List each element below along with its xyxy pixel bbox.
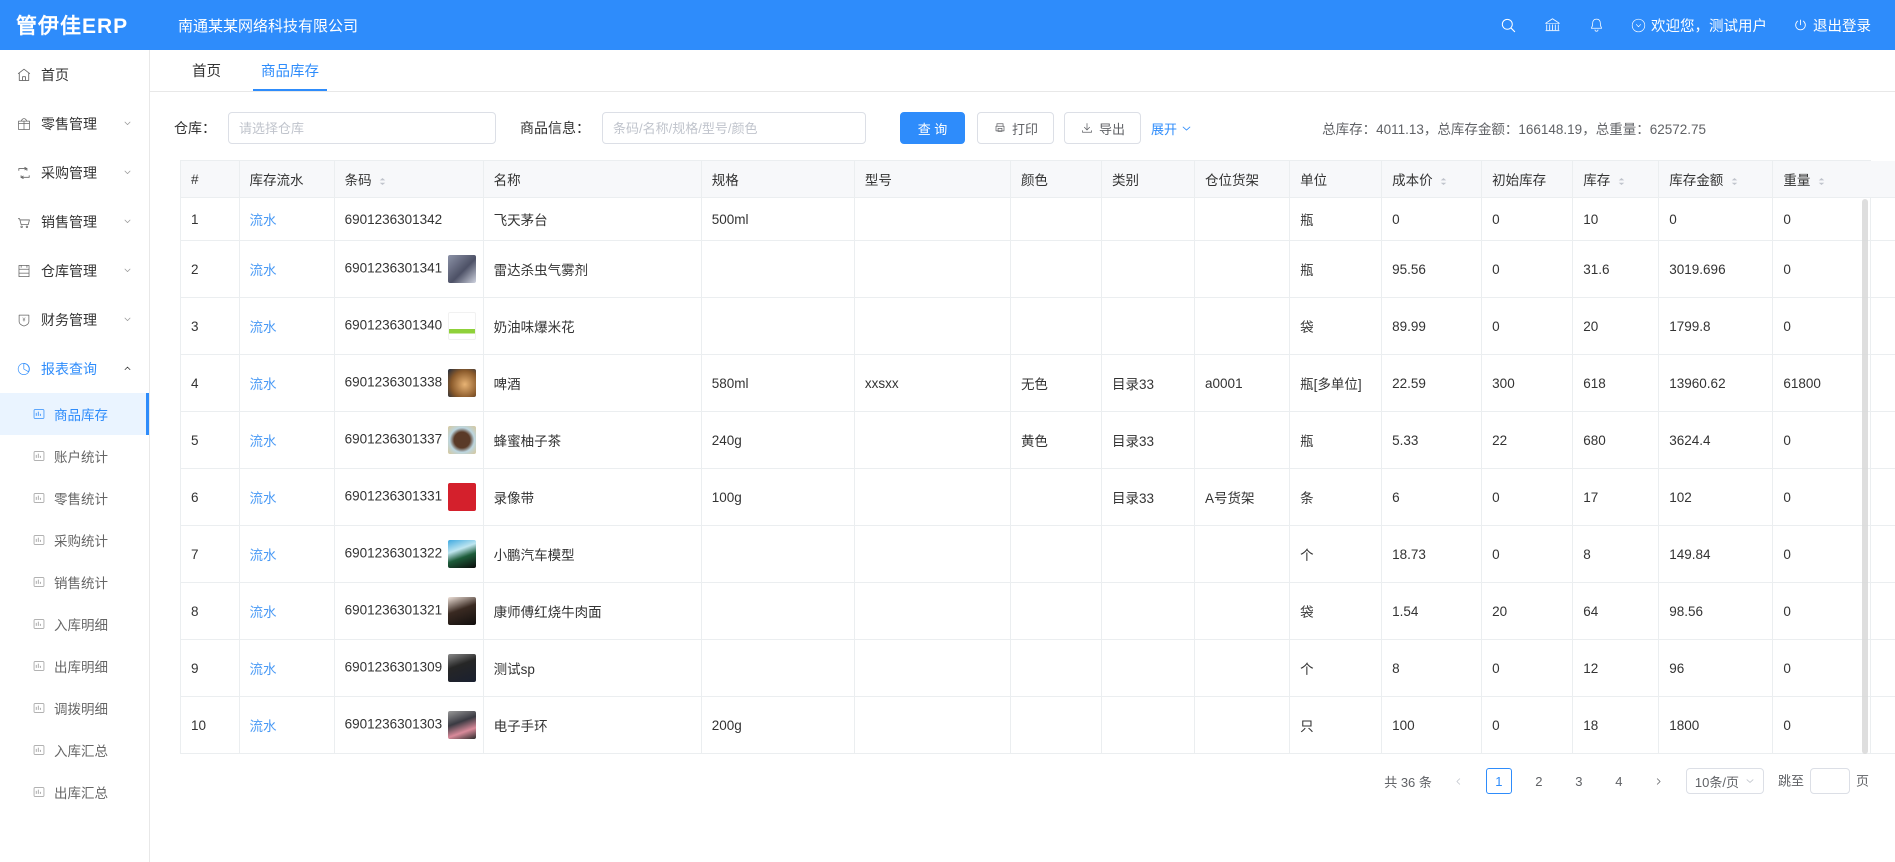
- svg-text:¥: ¥: [23, 317, 26, 323]
